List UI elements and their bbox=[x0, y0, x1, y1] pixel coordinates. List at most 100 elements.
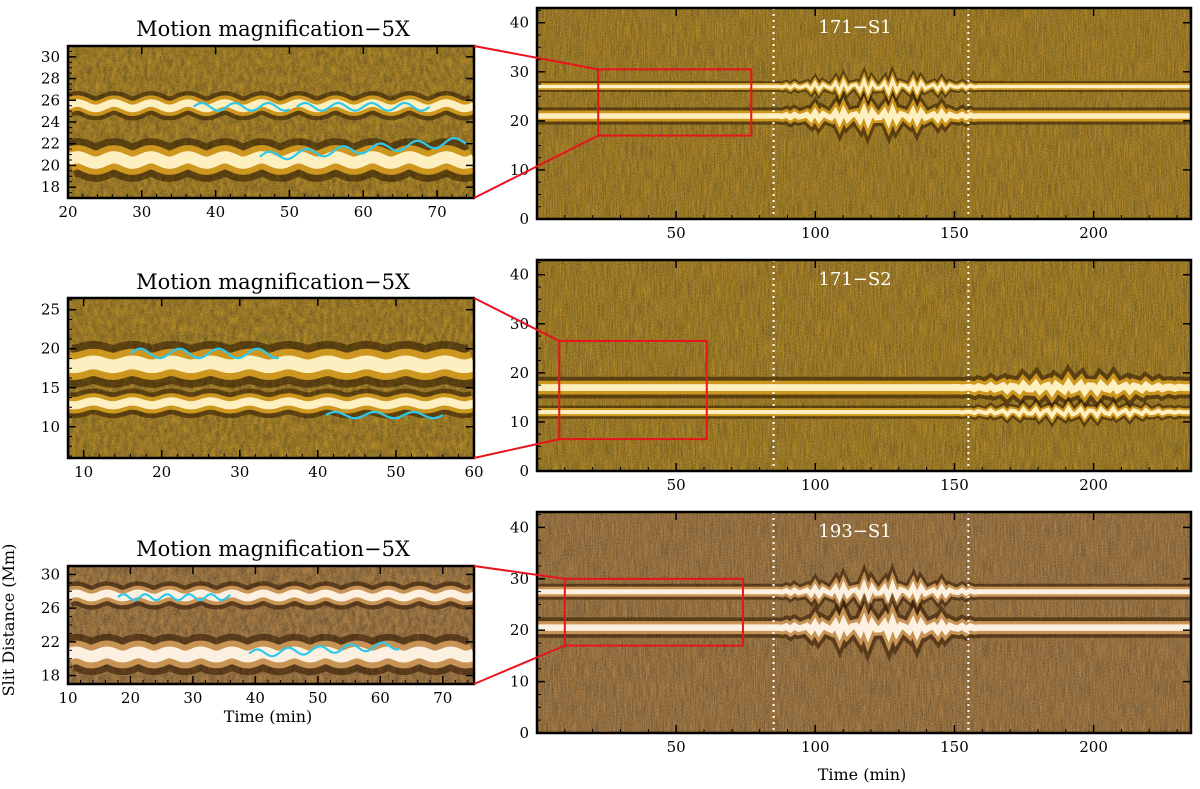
main-2-thread bbox=[537, 404, 1191, 420]
zoom-2-image bbox=[68, 298, 474, 458]
zoom-2-xtick-label: 60 bbox=[464, 463, 483, 481]
main-3-xtick-label: 100 bbox=[801, 738, 830, 756]
main-2-title: 171−S2 bbox=[818, 269, 891, 290]
zoom-1-ytick-label: 28 bbox=[41, 70, 60, 88]
main-3-plot: 50 100 150 200 0 10 20 30 40 bbox=[510, 510, 1193, 756]
main-3-title: 193−S1 bbox=[818, 521, 891, 542]
main-3-xtick-label: 200 bbox=[1079, 738, 1108, 756]
main-3-xtick-label: 50 bbox=[667, 738, 686, 756]
main-2-xtick-label: 100 bbox=[801, 476, 830, 494]
zoom-3-xtick-label: 20 bbox=[121, 689, 140, 707]
main-2-zoom-box bbox=[558, 339, 708, 441]
zoom-3-thread bbox=[68, 646, 474, 663]
main-2-zoom-connector-top bbox=[473, 297, 560, 342]
main-3-xlabel: Time (min) bbox=[818, 765, 907, 784]
zoom-3-ytick-label: 22 bbox=[41, 633, 60, 651]
zoom-3-xtick-label: 60 bbox=[371, 689, 390, 707]
main-1-ytick-label: 10 bbox=[510, 161, 529, 179]
zoom-3-xlabel: Time (min) bbox=[224, 707, 313, 726]
zoom-2-xtick-label: 30 bbox=[230, 463, 249, 481]
main-1-xtick-label: 50 bbox=[667, 224, 686, 242]
zoom-1-xtick-label: 40 bbox=[206, 203, 225, 221]
zoom-2-oscillation-guide bbox=[325, 410, 444, 420]
zoom-1-xtick-label: 30 bbox=[132, 203, 151, 221]
main-2-xtick-label: 200 bbox=[1079, 476, 1108, 494]
zoom-3-xtick-label: 10 bbox=[58, 689, 77, 707]
zoom-3-ytick-label: 18 bbox=[41, 667, 60, 685]
main-1-ytick-label: 0 bbox=[519, 210, 529, 228]
zoom-1-ytick-label: 20 bbox=[41, 156, 60, 174]
main-1-xtick-label: 150 bbox=[940, 224, 969, 242]
main-1-zoom-box bbox=[597, 68, 753, 137]
main-1-title: 171−S1 bbox=[818, 17, 891, 38]
zoom-1-ytick-label: 24 bbox=[41, 113, 60, 131]
zoom-2-xtick-label: 20 bbox=[152, 463, 171, 481]
zoom-1-ytick-label: 22 bbox=[41, 135, 60, 153]
main-1-ytick-label: 30 bbox=[510, 63, 529, 81]
zoom-1-xtick-label: 60 bbox=[354, 203, 373, 221]
main-3-ytick-label: 0 bbox=[519, 724, 529, 742]
main-2-ytick-label: 40 bbox=[510, 266, 529, 284]
main-2-ytick-label: 20 bbox=[510, 364, 529, 382]
main-1-thread bbox=[537, 102, 1191, 129]
zoom-3-oscillation-guide bbox=[117, 593, 232, 602]
zoom-2-thread bbox=[68, 355, 474, 374]
zoom-1-oscillation-guide bbox=[192, 101, 291, 112]
zoom-1-title: Motion magnification−5X bbox=[136, 17, 410, 41]
zoom-3-xtick-label: 70 bbox=[433, 689, 452, 707]
main-2-zoom-connector-bottom bbox=[473, 438, 560, 459]
zoom-1-image bbox=[68, 46, 474, 198]
main-3-zoom-connector-bottom bbox=[473, 644, 566, 685]
zoom-3-xtick-label: 40 bbox=[246, 689, 265, 707]
main-2-image bbox=[537, 260, 1191, 471]
main-3-ytick-label: 40 bbox=[510, 518, 529, 536]
zoom-2-oscillation-guide bbox=[129, 347, 279, 360]
main-1-zoom-connector-bottom bbox=[473, 134, 599, 199]
main-3-zoom-box bbox=[563, 577, 744, 647]
main-3-ytick-label: 30 bbox=[510, 570, 529, 588]
main-3-image bbox=[537, 512, 1191, 733]
main-1-image bbox=[537, 8, 1191, 219]
zoom-2-thread bbox=[68, 397, 474, 410]
zoom-1-plot: 20 30 40 50 60 70 18 20 22 24 26 28 30 bbox=[41, 44, 476, 221]
panel-zoom-1: Motion magnification−5X bbox=[136, 17, 410, 41]
main-2-xtick-label: 50 bbox=[667, 476, 686, 494]
main-2-frame bbox=[535, 258, 1193, 473]
zoom-2-ytick-label: 15 bbox=[41, 379, 60, 397]
zoom-1-xtick-label: 20 bbox=[58, 203, 77, 221]
zoom-1-ytick-label: 30 bbox=[41, 48, 60, 66]
zoom-3-title: Motion magnification−5X bbox=[136, 537, 410, 561]
main-1-frame bbox=[535, 6, 1193, 221]
zoom-2-xtick-label: 50 bbox=[386, 463, 405, 481]
zoom-1-thread bbox=[68, 151, 474, 169]
zoom-3-ytick-label: 30 bbox=[41, 565, 60, 583]
zoom-2-plot: 10 20 30 40 50 60 10 15 20 25 bbox=[41, 296, 484, 481]
main-3-zoom-connector-top bbox=[473, 565, 565, 580]
main-1-plot: 50 100 150 200 0 10 20 30 40 bbox=[510, 6, 1193, 242]
zoom-1-xtick-label: 70 bbox=[428, 203, 447, 221]
main-1-thread bbox=[537, 76, 1191, 97]
zoom-2-ytick-label: 20 bbox=[41, 340, 60, 358]
zoom-2-xtick-label: 40 bbox=[308, 463, 327, 481]
main-1-xtick-label: 200 bbox=[1079, 224, 1108, 242]
main-2-thread bbox=[537, 377, 1191, 398]
main-1-ytick-label: 40 bbox=[510, 14, 529, 32]
zoom-1-ytick-label: 18 bbox=[41, 178, 60, 196]
main-2-xtick-label: 150 bbox=[940, 476, 969, 494]
main-2-ytick-label: 10 bbox=[510, 413, 529, 431]
main-1-zoom-connector-top bbox=[473, 45, 599, 71]
main-3-xtick-label: 150 bbox=[940, 738, 969, 756]
zoom-3-ytick-label: 26 bbox=[41, 599, 60, 617]
zoom-3-image bbox=[68, 566, 474, 684]
main-3-frame bbox=[535, 510, 1193, 735]
zoom-3-thread bbox=[68, 589, 474, 602]
main-3-ytick-label: 10 bbox=[510, 673, 529, 691]
main-2-texture-light bbox=[537, 260, 1191, 471]
zoom-1-ytick-label: 26 bbox=[41, 91, 60, 109]
main-3-thread bbox=[537, 612, 1191, 643]
main-1-ytick-label: 20 bbox=[510, 112, 529, 130]
panel-zoom-3: Motion magnification−5X bbox=[136, 537, 410, 561]
zoom-3-xtick-label: 30 bbox=[183, 689, 202, 707]
main-2-ytick-label: 0 bbox=[519, 462, 529, 480]
